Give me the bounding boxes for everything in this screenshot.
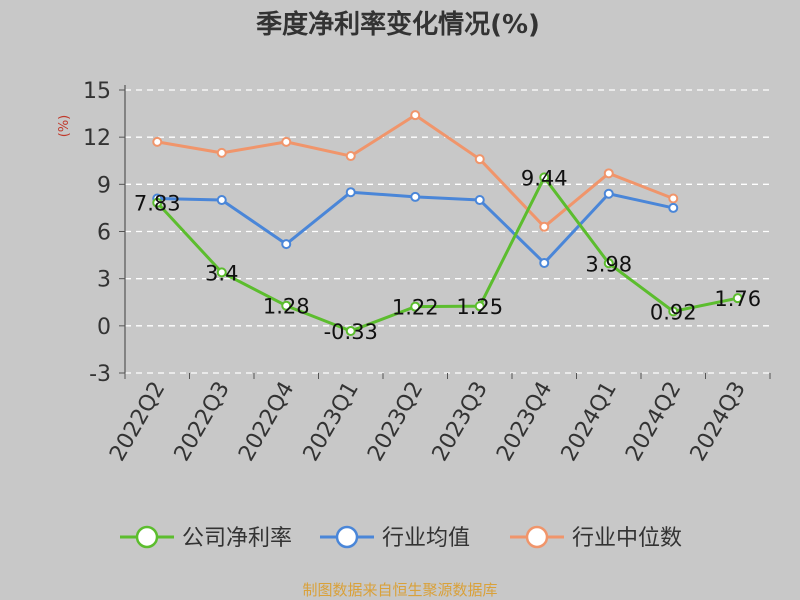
x-tick-labels: 2022Q2 2022Q3 2022Q4 2023Q1 2023Q2 2023Q3 2023… <box>105 378 751 466</box>
data-point <box>539 172 550 183</box>
x-tick-label: 2024Q1 <box>557 378 622 466</box>
legend-label: 行业中位数 <box>572 526 682 551</box>
y-tick-label: 15 <box>83 79 111 104</box>
data-point <box>345 187 356 198</box>
legend-label: 行业均值 <box>382 526 470 551</box>
data-point <box>410 191 421 202</box>
legend-marker <box>335 525 359 549</box>
data-point <box>603 258 614 269</box>
legend: 公司净利率 行业均值 行业中位数 <box>120 525 682 551</box>
data-label: 3.4 <box>205 261 238 285</box>
x-tick-label: 2023Q3 <box>428 378 493 466</box>
data-point <box>410 301 421 312</box>
data-point <box>345 326 356 337</box>
chart-title: 季度净利率变化情况(%) <box>256 9 540 40</box>
y-tick-label: 3 <box>97 268 111 293</box>
y-tick-label: 12 <box>83 126 111 151</box>
data-label: 1.22 <box>392 296 439 320</box>
x-tick-label: 2023Q1 <box>299 378 364 466</box>
data-label: 1.28 <box>263 295 310 319</box>
axes <box>124 85 771 379</box>
x-tick-label: 2024Q2 <box>621 378 686 466</box>
x-tick-label: 2022Q2 <box>105 378 170 466</box>
data-point <box>668 306 679 317</box>
x-tick-label: 2022Q3 <box>170 378 235 466</box>
data-point <box>474 195 485 206</box>
data-point <box>345 151 356 162</box>
data-point <box>281 300 292 311</box>
legend-item: 公司净利率 <box>120 525 292 551</box>
data-labels: 7.83 3.4 1.28 -0.33 1.22 1.25 9.44 3.98 0.92 1.76 <box>134 166 761 344</box>
data-point <box>216 267 227 278</box>
data-point <box>152 136 163 147</box>
data-label: 0.92 <box>650 300 697 324</box>
data-label: 1.25 <box>456 295 503 319</box>
data-point <box>281 136 292 147</box>
y-tick-label: 9 <box>97 173 111 198</box>
data-point <box>539 221 550 232</box>
x-tick-label: 2022Q4 <box>234 378 299 466</box>
data-point <box>603 168 614 179</box>
data-point <box>668 193 679 204</box>
legend-item: 行业中位数 <box>510 525 682 551</box>
data-point <box>410 110 421 121</box>
data-point <box>216 195 227 206</box>
legend-marker <box>135 525 159 549</box>
legend-marker <box>525 525 549 549</box>
data-point <box>281 239 292 250</box>
data-label: 7.83 <box>134 192 181 216</box>
legend-label: 公司净利率 <box>182 526 292 551</box>
x-tick-label: 2023Q2 <box>363 378 428 466</box>
y-tick-label: 0 <box>97 315 111 340</box>
data-label: -0.33 <box>324 320 378 344</box>
legend-item: 行业均值 <box>320 525 470 551</box>
data-point <box>474 301 485 312</box>
series-2 <box>152 110 679 232</box>
data-point <box>216 147 227 158</box>
data-label: 1.76 <box>714 287 761 311</box>
y-tick-label: 6 <box>97 221 111 246</box>
y-axis-label: (%) <box>57 115 72 138</box>
gridlines <box>119 89 770 374</box>
data-point <box>603 188 614 199</box>
data-point <box>539 257 550 268</box>
series-line <box>156 175 739 333</box>
series-lines <box>152 110 743 337</box>
x-tick-label: 2023Q4 <box>492 378 557 466</box>
y-tick-label: -3 <box>89 362 111 387</box>
data-label: 3.98 <box>585 252 632 276</box>
x-tick-label: 2024Q3 <box>686 378 751 466</box>
data-point <box>732 293 743 304</box>
data-point <box>668 202 679 213</box>
data-point <box>474 154 485 165</box>
data-point <box>152 197 163 208</box>
data-label: 9.44 <box>521 166 568 190</box>
series-0 <box>152 172 743 337</box>
y-tick-labels: 15 12 9 6 3 0 -3 <box>83 79 111 387</box>
source-note: 制图数据来自恒生聚源数据库 <box>302 581 497 599</box>
